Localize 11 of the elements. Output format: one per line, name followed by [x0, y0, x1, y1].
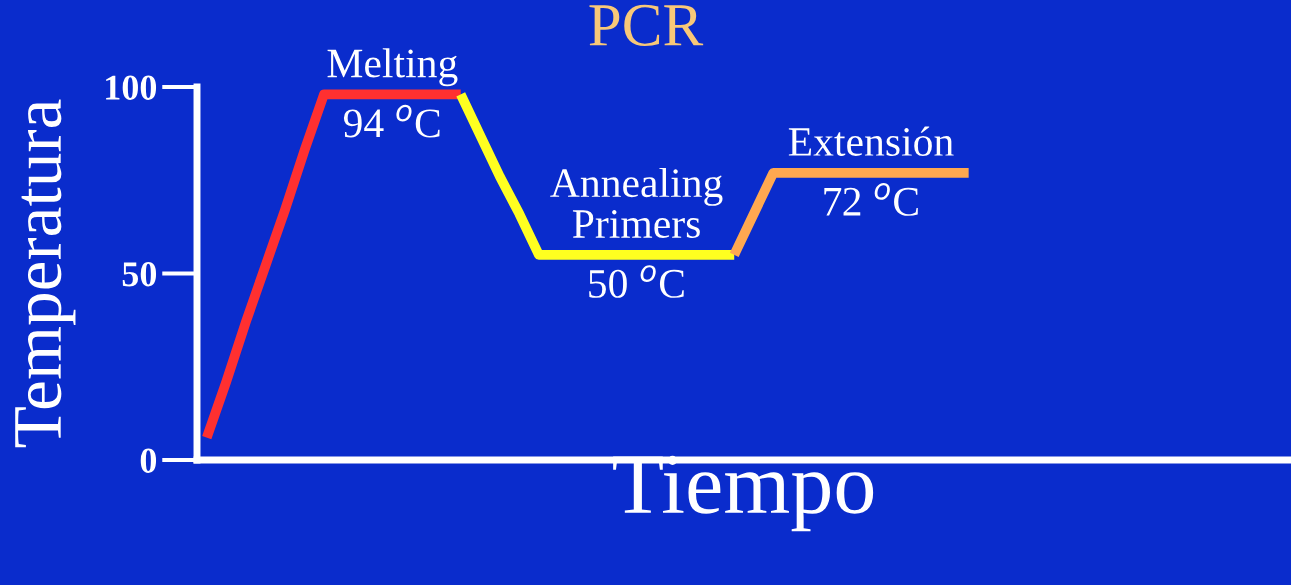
- annotation: Annealing Primers: [550, 167, 723, 239]
- annotation: 72 $^{o}$C: [824, 183, 918, 216]
- text: Melting: [327, 48, 458, 87]
- annotation: 50 $^{o}$C: [589, 265, 684, 298]
- y-axis-title: Temperatura: [15, 99, 76, 448]
- annotation: 94 $^{o}$C: [343, 104, 440, 138]
- y-tick-label: 0: [140, 448, 157, 473]
- chart-title: PCR: [589, 4, 704, 46]
- y-tick-label: 100: [106, 75, 157, 100]
- y-tick-label: 50: [122, 262, 157, 287]
- annotation: Extensión: [788, 126, 954, 156]
